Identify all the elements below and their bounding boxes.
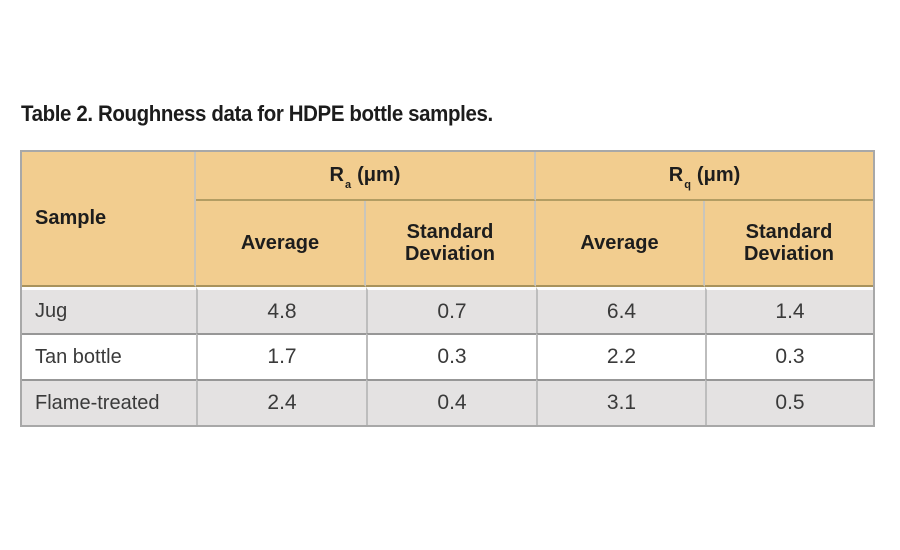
roughness-table: Sample Ra (μm) Rq (μm) Average Standard De… (20, 150, 875, 427)
rq-unit: (μm) (696, 164, 741, 186)
value-cell: 0.5 (705, 379, 873, 425)
ra-subscript: a (344, 179, 352, 192)
ra-group-header: Ra (μm) (196, 152, 536, 201)
page-title: Table 2. Roughness data for HDPE bottle … (21, 101, 493, 126)
roughness-table-container: Sample Ra (μm) Rq (μm) Average Standard De… (20, 150, 875, 427)
table-row-flame-treated: Flame-treated 2.4 0.4 3.1 0.5 (22, 379, 873, 425)
table-header: Sample Ra (μm) Rq (μm) Average Standard De… (22, 152, 873, 287)
sub-header-row: Average Standard Deviation Average Stand… (22, 201, 873, 287)
value-cell: 0.7 (366, 287, 536, 333)
table-row-tan-bottle: Tan bottle 1.7 0.3 2.2 0.3 (22, 333, 873, 379)
value-cell: 2.4 (196, 379, 366, 425)
table-row-jug: Jug 4.8 0.7 6.4 1.4 (22, 287, 873, 333)
rq-subscript: q (684, 179, 691, 192)
rq-average-header: Average (536, 201, 705, 287)
sample-column-header: Sample (22, 152, 196, 287)
ra-symbol: R (329, 164, 344, 186)
value-cell: 1.7 (196, 333, 366, 379)
rq-stddev-header: Standard Deviation (705, 201, 873, 287)
ra-stddev-header: Standard Deviation (366, 201, 536, 287)
value-cell: 0.3 (366, 333, 536, 379)
value-cell: 1.4 (705, 287, 873, 333)
rq-symbol: R (668, 164, 684, 186)
table-body: Jug 4.8 0.7 6.4 1.4 Tan bottle 1.7 0.3 2… (22, 287, 873, 425)
sample-name-cell: Flame-treated (22, 379, 196, 425)
value-cell: 0.3 (705, 333, 873, 379)
sample-name-cell: Tan bottle (22, 333, 196, 379)
rq-group-header: Rq (μm) (536, 152, 873, 201)
value-cell: 2.2 (536, 333, 705, 379)
value-cell: 0.4 (366, 379, 536, 425)
value-cell: 6.4 (536, 287, 705, 333)
value-cell: 3.1 (536, 379, 705, 425)
ra-average-header: Average (196, 201, 366, 287)
group-header-row: Sample Ra (μm) Rq (μm) (22, 152, 873, 287)
value-cell: 4.8 (196, 287, 366, 333)
ra-unit: (μm) (357, 164, 401, 186)
sample-name-cell: Jug (22, 287, 196, 333)
